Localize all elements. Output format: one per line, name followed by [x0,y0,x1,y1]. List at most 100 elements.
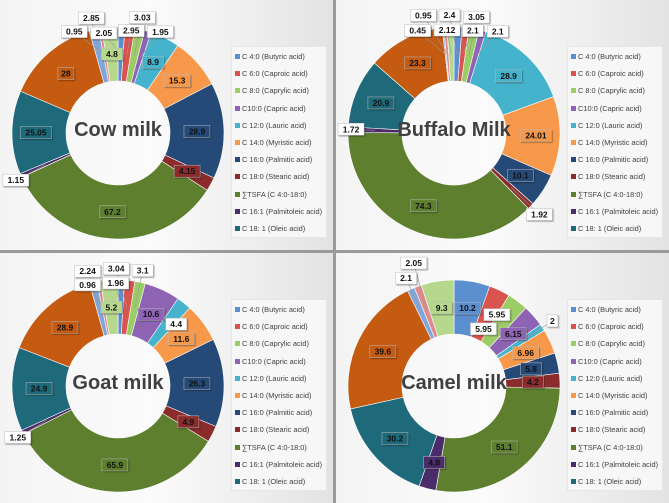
chart-title: Camel milk [401,372,507,394]
legend-swatch [571,444,576,450]
data-label-box [462,24,484,37]
data-label: 4.2 [527,377,539,387]
legend-label: C 16:0 (Palmitic acid) [578,408,649,418]
legend-swatch [235,375,240,381]
data-label: 1.72 [343,124,360,134]
data-label-box [142,55,164,69]
chart-panel-goat: 65.9 28.9 26.3 24.9 11.6 10.6 5.2 4.9 4.4 3.1 3.04… [0,253,333,503]
data-label-box [430,301,453,315]
data-label: 65.9 [107,460,124,470]
legend-swatch [571,208,576,214]
donut-slice [23,409,209,493]
data-label-box [20,126,52,139]
legend-item: C 16:1 (Palmitoleic acid) [235,207,322,216]
legend-swatch [235,307,240,312]
data-label: 3.1 [137,266,149,276]
data-label-box [25,382,53,395]
data-label: 5.2 [105,302,117,312]
legend-label: ∑TSFA (C 4:0-18:0) [242,442,307,452]
legend-item: C10:0 (Capric acid) [571,104,642,113]
legend-item: C 8:0 (Caprylic acid) [571,86,645,95]
data-label: 24.01 [525,130,547,140]
data-label: 39.6 [375,347,392,357]
donut-chart: 65.9 28.9 26.3 24.9 11.6 10.6 5.2 4.9 4.4 3.1 3.04… [4,262,225,493]
legend-label: C 16:1 (Palmitoleic acid) [242,459,323,469]
legend-item: C 4:0 (Butyric acid) [235,52,305,61]
legend-swatch [571,324,576,330]
data-label: 0.45 [409,26,426,36]
legend-item: C 18:0 (Stearic acid) [235,425,309,434]
data-label-box [454,301,481,315]
legend-item: C 12:0 (Lauric acid) [235,374,307,383]
data-label-box [487,25,509,38]
legend-item: C 8:0 (Caprylic acid) [235,339,309,348]
legend-swatch [571,122,576,128]
legend-item: C 16:0 (Palmitic acid) [235,155,312,164]
legend-label: C10:0 (Capric acid) [242,356,306,366]
data-label-box [483,308,511,321]
legend-item: C 14:0 (Myristic acid) [571,391,647,400]
data-label: 10.2 [459,303,476,313]
data-label: 4.15 [179,166,196,176]
legend-label: C 14:0 (Myristic acid) [578,391,648,400]
data-label-box [381,432,409,445]
donut-slice [21,154,208,240]
data-label: 0.95 [415,10,432,20]
legend-item: C 12:0 (Lauric acid) [235,121,307,130]
data-label-box [131,264,154,277]
data-label-box [546,314,559,328]
data-label-box [57,67,75,80]
legend-item: C 18:0 (Stearic acid) [571,425,645,434]
data-label: 2.24 [79,266,96,276]
data-label: 2.95 [123,26,140,36]
data-label-box [147,25,174,39]
legend-label: C 18: 1 (Oleic acid) [242,477,306,486]
legend-swatch [571,105,576,111]
data-label-box [101,47,123,61]
data-label-box [78,11,105,25]
data-label-box [183,125,211,138]
legend-label: C 4:0 (Butyric acid) [578,305,641,314]
data-label-box [438,8,461,22]
chart-panel-buffalo: 74.3 28.9 24.01 23.3 20.9 10.1 3.05 2.4 2.12 2.1 2… [336,0,669,250]
legend-item: C 18:0 (Stearic acid) [571,172,645,181]
data-label: 5.8 [525,364,537,374]
data-label: 25.05 [25,128,47,138]
legend-swatch [235,191,240,197]
legend-swatch [235,393,240,398]
legend-label: C 4:0 (Butyric acid) [578,52,641,61]
data-label: 2.1 [492,26,504,36]
legend-item: C 16:1 (Palmitoleic acid) [235,460,322,469]
data-label-box [100,301,123,314]
data-label: 2.1 [467,26,479,36]
data-label-box [183,377,211,390]
donut-chart: 74.3 28.9 24.01 23.3 20.9 10.1 3.05 2.4 2.12 2.1 2… [337,8,561,240]
legend-label: C 14:0 (Myristic acid) [578,138,648,147]
legend-label: C 16:1 (Palmitoleic acid) [578,459,659,469]
data-label-box [526,208,553,221]
data-label-box [495,69,522,83]
legend-swatch [571,54,576,59]
data-label: 4.9 [182,417,194,427]
legend-swatch [571,140,576,145]
legend-swatch [235,122,240,128]
legend-label: C 12:0 (Lauric acid) [578,373,643,383]
data-label: 2.12 [439,25,456,35]
legend-label: C10:0 (Capric acid) [578,356,642,366]
legend-item: C 4:0 (Butyric acid) [571,52,641,61]
legend-label: C 4:0 (Butyric acid) [242,52,305,61]
data-label-box [4,431,32,444]
legend-swatch [571,393,576,398]
data-label: 24.9 [31,383,48,393]
data-label-box [507,169,534,182]
data-label-box [101,458,129,472]
legend-swatch [571,307,576,312]
data-label-box [410,199,437,213]
data-label-box [463,10,490,24]
data-label-box [369,345,397,358]
data-label: 20.9 [373,98,390,108]
legend-label: C10:0 (Capric acid) [578,103,642,113]
legend-label: C 18: 1 (Oleic acid) [242,224,306,233]
legend-item: C 14:0 (Myristic acid) [571,138,647,147]
legend-label: C 12:0 (Lauric acid) [242,373,307,383]
